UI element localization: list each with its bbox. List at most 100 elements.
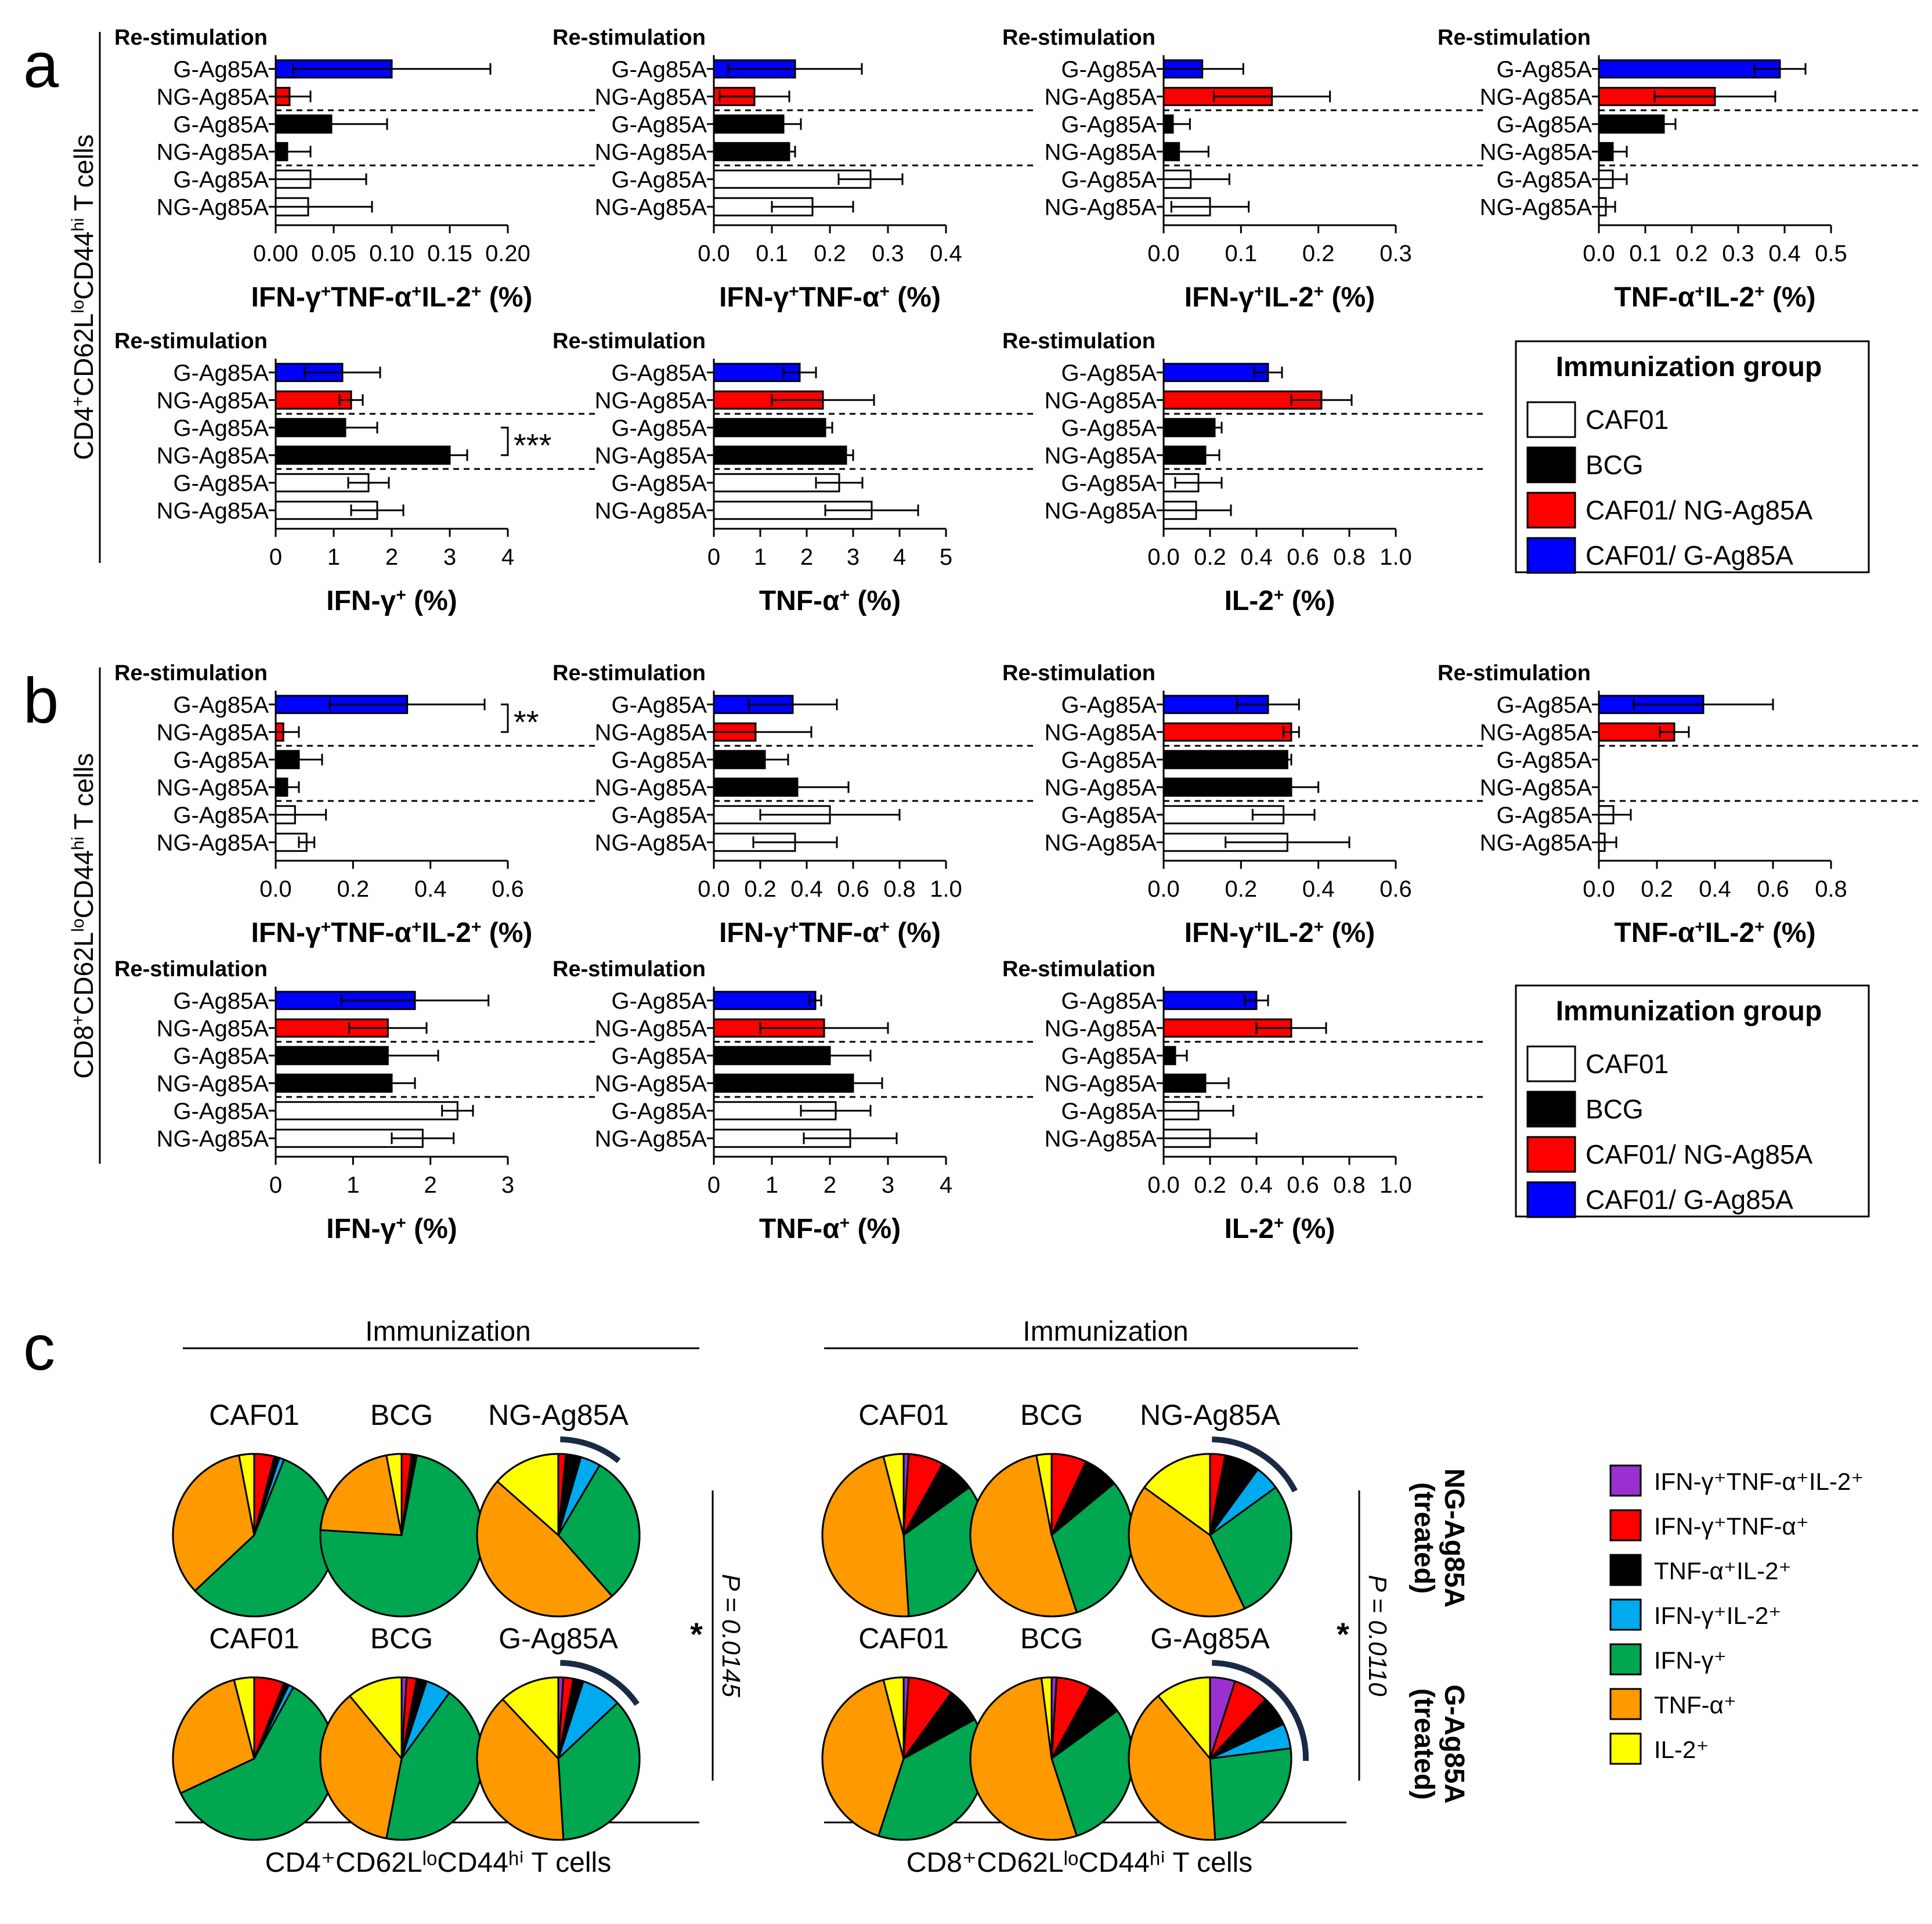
bar bbox=[275, 445, 451, 465]
restim-label: Re-stimulation bbox=[114, 661, 268, 685]
axis-title-sup: + bbox=[1754, 282, 1765, 301]
pie-legend-label: IFN-γ⁺TNF-α⁺ bbox=[1654, 1513, 1809, 1540]
bar bbox=[1162, 991, 1258, 1010]
bar-chart-b-1: Re-stimulationG-Ag85ANG-Ag85AG-Ag85ANG-A… bbox=[114, 661, 595, 948]
restim-label: Re-stimulation bbox=[1002, 957, 1155, 981]
row-label: NG-Ag85A bbox=[595, 1126, 707, 1151]
bar-chart-a-3: Re-stimulationG-Ag85ANG-Ag85AG-Ag85ANG-A… bbox=[1002, 26, 1483, 313]
bar bbox=[713, 418, 826, 438]
pie-title: CAF01 bbox=[209, 1399, 299, 1431]
pie-cd4-g-ag85a-1: CAF01 bbox=[172, 1622, 337, 1841]
row-label: NG-Ag85A bbox=[1480, 720, 1592, 745]
axis-title-part: (%) bbox=[1324, 918, 1375, 948]
x-tick-label: 1.0 bbox=[1380, 544, 1412, 570]
bar-chart-a-2: Re-stimulationG-Ag85ANG-Ag85AG-Ag85ANG-A… bbox=[552, 26, 1033, 313]
axis-title-part: (%) bbox=[1324, 282, 1375, 313]
axis-title-part: TNF-α bbox=[799, 282, 880, 313]
bar-chart-a-7: Re-stimulationG-Ag85ANG-Ag85AG-Ag85ANG-A… bbox=[1002, 329, 1483, 616]
row-label: G-Ag85A bbox=[173, 803, 269, 828]
bar-chart-b-2: Re-stimulationG-Ag85ANG-Ag85AG-Ag85ANG-A… bbox=[552, 661, 1033, 948]
pie-cd4-g-ag85a-3: G-Ag85A bbox=[476, 1622, 641, 1841]
axis-title-sup: + bbox=[879, 918, 890, 937]
axis-title-sup: + bbox=[411, 918, 422, 937]
c-treated-ng-line1: NG-Ag85A bbox=[1439, 1468, 1469, 1608]
row-label: G-Ag85A bbox=[1496, 748, 1592, 773]
axis-title-part: (%) bbox=[890, 282, 941, 313]
axis-title-sup: + bbox=[411, 282, 422, 301]
pie-cd8-ng-ag85a-1: CAF01 bbox=[821, 1399, 986, 1618]
row-label: NG-Ag85A bbox=[1045, 443, 1157, 468]
x-tick-label: 3 bbox=[882, 1172, 894, 1198]
legend-label: CAF01 bbox=[1586, 1049, 1669, 1079]
row-label: G-Ag85A bbox=[173, 1044, 269, 1069]
bar bbox=[1598, 59, 1781, 79]
x-tick-label: 0.15 bbox=[427, 241, 472, 266]
x-tick-label: 2 bbox=[385, 544, 398, 570]
axis-title: IFN-γ+ (%) bbox=[326, 1214, 457, 1245]
pie-title: BCG bbox=[1020, 1622, 1083, 1655]
pie-outline bbox=[1128, 1453, 1292, 1618]
legend-label: CAF01/ NG-Ag85A bbox=[1586, 495, 1812, 525]
axis-title-part: TNF-α bbox=[1614, 282, 1695, 313]
panel-letter-c: c bbox=[23, 1312, 55, 1384]
axis-title-part: IL-2 bbox=[1705, 282, 1754, 313]
x-tick-label: 3 bbox=[443, 544, 456, 570]
x-tick-label: 0 bbox=[707, 544, 720, 570]
bar-legend-a: Immunization group CAF01 BCG CAF01/ NG-Ag8… bbox=[1515, 340, 1870, 574]
sig-stars: *** bbox=[514, 427, 551, 464]
row-label: NG-Ag85A bbox=[157, 388, 269, 413]
row-label: NG-Ag85A bbox=[157, 139, 269, 165]
row-label: G-Ag85A bbox=[1061, 416, 1157, 441]
x-tick-label: 0.5 bbox=[1815, 241, 1847, 266]
c-cd8-star: * bbox=[1337, 1616, 1349, 1652]
axis-title-part: IL-2 bbox=[422, 918, 471, 948]
pie-title: CAF01 bbox=[858, 1622, 949, 1655]
axis-title-part: TNF-α bbox=[799, 918, 880, 948]
pie-cd8-g-ag85a-1: CAF01 bbox=[821, 1622, 986, 1841]
axis-title-part: (%) bbox=[1765, 282, 1816, 313]
row-label: NG-Ag85A bbox=[1045, 388, 1157, 413]
axis-title: IFN-γ+TNF-α+ (%) bbox=[719, 282, 941, 313]
row-label: NG-Ag85A bbox=[1045, 1071, 1157, 1096]
row-label: NG-Ag85A bbox=[595, 775, 707, 800]
axis-title-part: IFN-γ bbox=[326, 586, 396, 616]
x-tick-label: 0.4 bbox=[930, 241, 962, 266]
c-treated-g-line1: G-Ag85A bbox=[1439, 1684, 1469, 1803]
pie-cd8-ng-ag85a-2: BCG bbox=[969, 1399, 1134, 1618]
x-tick-label: 0.3 bbox=[1722, 241, 1754, 266]
bar-chart-a-6: Re-stimulationG-Ag85ANG-Ag85AG-Ag85ANG-A… bbox=[552, 329, 1033, 616]
x-tick-label: 0.6 bbox=[1287, 1172, 1319, 1198]
bar bbox=[713, 991, 817, 1010]
pie-cd8-ng-ag85a-3: NG-Ag85A bbox=[1128, 1399, 1298, 1618]
x-tick-label: 0.4 bbox=[1699, 876, 1731, 902]
row-label: G-Ag85A bbox=[611, 1099, 707, 1124]
row-label: G-Ag85A bbox=[1496, 57, 1592, 82]
axis-title-sup: + bbox=[840, 586, 850, 605]
x-tick-label: 4 bbox=[893, 544, 906, 570]
row-label: NG-Ag85A bbox=[1045, 830, 1157, 855]
x-tick-label: 0.0 bbox=[698, 241, 730, 266]
row-label: NG-Ag85A bbox=[1045, 194, 1157, 220]
axis-title-part: (%) bbox=[1284, 1214, 1335, 1244]
x-tick-label: 0.0 bbox=[1583, 241, 1615, 266]
polyfunctional-arc bbox=[560, 1436, 621, 1464]
c-cd8-footer: CD8⁺CD62LˡᵒCD44ʰⁱ T cells bbox=[907, 1847, 1252, 1878]
axis-title-part: IL-2 bbox=[1225, 586, 1274, 616]
axis-title-part: IFN-γ bbox=[326, 1214, 396, 1244]
row-label: G-Ag85A bbox=[173, 692, 269, 718]
legend-swatch bbox=[1526, 1091, 1576, 1128]
axis-title-part: IFN-γ bbox=[251, 282, 321, 313]
row-label: G-Ag85A bbox=[1061, 57, 1157, 82]
axis-title-part: IL-2 bbox=[1705, 918, 1754, 948]
restim-label: Re-stimulation bbox=[552, 957, 706, 981]
bar-legend-b: Immunization group CAF01 BCG CAF01/ NG-Ag8… bbox=[1515, 984, 1870, 1218]
row-label: NG-Ag85A bbox=[157, 1071, 269, 1096]
legend-swatch bbox=[1526, 1136, 1576, 1173]
axis-title: TNF-α+ (%) bbox=[759, 1214, 901, 1245]
row-label: NG-Ag85A bbox=[157, 720, 269, 745]
row-label: G-Ag85A bbox=[611, 1044, 707, 1069]
legend-swatch bbox=[1526, 446, 1576, 483]
sig-stars: ** bbox=[514, 704, 539, 741]
x-tick-label: 0.6 bbox=[837, 876, 869, 902]
